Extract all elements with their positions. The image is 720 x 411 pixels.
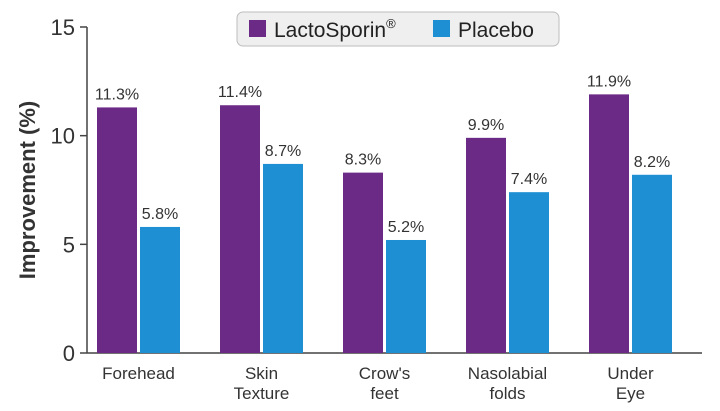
category-label: Under Eye: [607, 364, 654, 403]
data-label: 5.8%: [142, 206, 178, 223]
bar-placebo: [386, 239, 426, 353]
y-tick-label: 5: [63, 232, 75, 257]
bar-placebo: [509, 192, 549, 353]
legend-label-lactosporin: LactoSporin®: [274, 16, 396, 42]
data-label: 11.3%: [95, 86, 139, 103]
bar-placebo: [140, 226, 180, 353]
data-label: 5.2%: [388, 219, 424, 236]
category-label: Crow's feet: [359, 364, 410, 403]
data-label: 8.3%: [345, 152, 381, 169]
legend-label-placebo: Placebo: [458, 19, 534, 42]
category-label: Skin Texture: [234, 364, 290, 403]
bar-lactosporin: [466, 137, 506, 353]
data-label: 8.2%: [634, 154, 670, 171]
data-label: 11.4%: [218, 84, 262, 101]
legend: LactoSporin® Placebo: [236, 11, 560, 47]
category-label: Nasolabial folds: [468, 364, 547, 403]
bar-lactosporin: [97, 107, 137, 353]
data-label: 11.9%: [587, 73, 631, 90]
data-label: 7.4%: [511, 171, 547, 188]
bar-lactosporin: [220, 105, 260, 354]
y-tick-label: 0: [63, 341, 75, 366]
data-label: 9.9%: [468, 117, 504, 134]
bar-placebo: [632, 174, 672, 353]
data-label: 8.7%: [265, 143, 301, 160]
legend-swatch-placebo: [433, 20, 450, 37]
y-tick-label: 15: [51, 15, 75, 40]
legend-box: [236, 11, 560, 47]
y-axis-label: Improvement (%): [15, 101, 40, 279]
bar-placebo: [263, 163, 303, 353]
legend-swatch-lactosporin: [249, 20, 266, 37]
y-tick-label: 10: [51, 124, 75, 149]
bar-lactosporin: [589, 94, 629, 353]
bar-lactosporin: [343, 172, 383, 353]
category-label: Forehead: [102, 364, 175, 383]
